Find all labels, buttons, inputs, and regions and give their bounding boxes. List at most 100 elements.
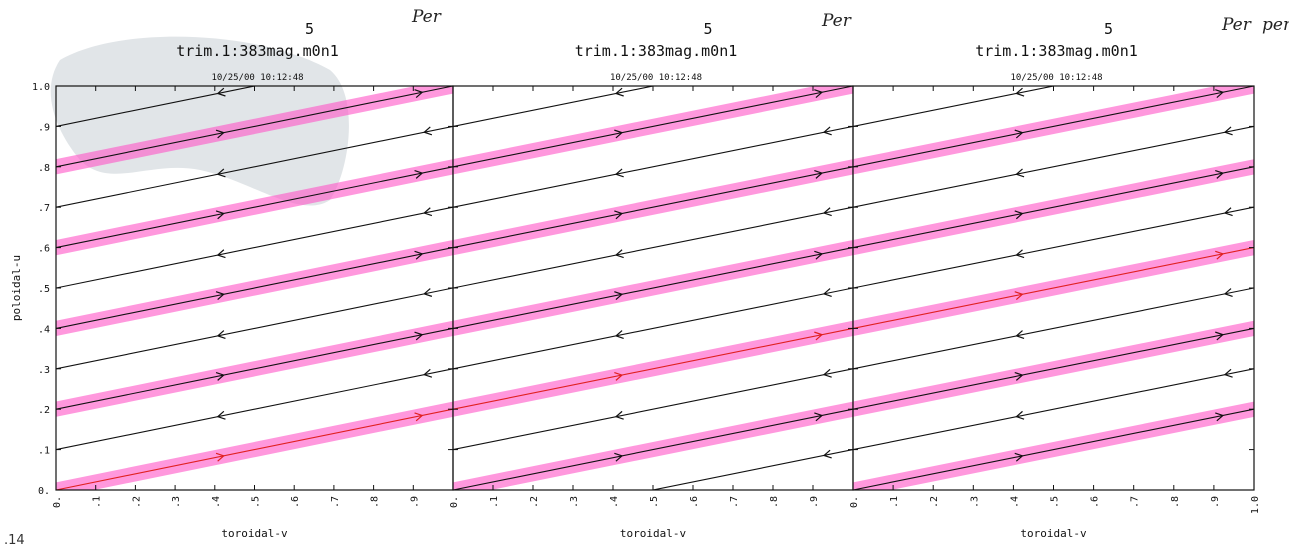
x-tick-label: .5 bbox=[1050, 496, 1061, 508]
direction-arrow-8-0 bbox=[1015, 168, 1025, 178]
plot-area bbox=[56, 86, 453, 490]
field-line-4 bbox=[56, 287, 453, 370]
field-line-4 bbox=[853, 287, 1254, 370]
x-tick-label: .7 bbox=[330, 496, 341, 508]
annotations: Per Per Per per.14 bbox=[4, 7, 1289, 548]
panel-number: 5 bbox=[305, 20, 314, 38]
direction-arrow-5-0 bbox=[614, 291, 624, 301]
panels: 5 trim.1:383mag.m0n1 10/25/00 10:12:48 0. .1… bbox=[10, 20, 1261, 540]
field-line-10 bbox=[853, 86, 1057, 127]
direction-arrow-5-1 bbox=[814, 250, 824, 260]
y-tick-label: .3 bbox=[38, 365, 50, 376]
direction-arrow-9-0 bbox=[215, 129, 225, 139]
direction-arrow-4-1 bbox=[822, 288, 832, 297]
direction-arrow-3-1 bbox=[414, 331, 424, 341]
handwritten-note-3: Per bbox=[1221, 15, 1252, 35]
x-tick-label: .7 bbox=[729, 496, 740, 508]
panel-title: trim.1:383mag.m0n1 bbox=[575, 42, 738, 60]
direction-arrow-0-1 bbox=[822, 449, 832, 459]
x-tick-label: .6 bbox=[689, 496, 700, 508]
x-tick-label: .2 bbox=[529, 496, 540, 508]
field-line-0 bbox=[650, 449, 853, 490]
direction-arrow-6-0 bbox=[216, 249, 226, 259]
x-tick-label: .8 bbox=[1170, 496, 1181, 508]
field-line-1 bbox=[56, 408, 453, 490]
x-tick-label: .5 bbox=[251, 496, 262, 508]
field-line-5 bbox=[853, 247, 1254, 329]
x-tick-label: .4 bbox=[609, 496, 620, 508]
direction-arrow-8-0 bbox=[216, 168, 226, 178]
direction-arrow-1-1 bbox=[1215, 412, 1225, 422]
field-line-10 bbox=[56, 86, 258, 127]
direction-arrow-3-1 bbox=[1215, 331, 1225, 341]
direction-arrow-6-1 bbox=[822, 207, 832, 217]
field-line-8 bbox=[453, 125, 853, 208]
direction-arrow-9-0 bbox=[1014, 129, 1024, 139]
field-line-1 bbox=[853, 408, 1254, 490]
x-tick-label: .2 bbox=[929, 496, 940, 508]
plot-area bbox=[453, 86, 853, 490]
direction-arrow-9-0 bbox=[614, 129, 624, 139]
direction-arrow-5-1 bbox=[414, 250, 424, 260]
field-line-5 bbox=[56, 247, 453, 329]
direction-arrow-9-1 bbox=[1215, 89, 1225, 99]
x-tick-label: .8 bbox=[370, 496, 381, 508]
y-tick-label: 0. bbox=[38, 486, 50, 497]
x-tick-label: .3 bbox=[171, 496, 182, 508]
field-line-10 bbox=[453, 86, 656, 127]
field-line-6 bbox=[56, 206, 453, 289]
panel-title: trim.1:383mag.m0n1 bbox=[176, 42, 339, 60]
y-tick-label: .7 bbox=[38, 203, 50, 214]
panel-3: 5 trim.1:383mag.m0n1 10/25/00 10:12:48 0. .1… bbox=[849, 20, 1261, 540]
panel-number: 5 bbox=[703, 20, 712, 38]
direction-arrow-5-0 bbox=[1014, 291, 1024, 301]
direction-arrow-7-0 bbox=[614, 210, 624, 220]
field-line-6 bbox=[453, 206, 853, 289]
x-tick-label: .8 bbox=[769, 496, 780, 508]
field-line-4 bbox=[453, 287, 853, 370]
x-tick-label: .6 bbox=[290, 496, 301, 508]
direction-arrow-4-1 bbox=[423, 288, 433, 297]
direction-arrow-7-0 bbox=[1014, 210, 1024, 220]
direction-arrow-2-1 bbox=[822, 368, 832, 378]
y-tick-label: .4 bbox=[38, 324, 50, 335]
x-tick-label: .1 bbox=[489, 496, 500, 508]
y-tick-label: .5 bbox=[38, 284, 50, 295]
x-axis-label: toroidal-v bbox=[221, 527, 288, 540]
direction-arrow-10-0 bbox=[614, 87, 624, 97]
direction-arrow-1-0 bbox=[215, 452, 225, 462]
direction-arrow-8-1 bbox=[423, 126, 433, 136]
field-line-3 bbox=[853, 327, 1254, 410]
field-line-2 bbox=[453, 368, 853, 451]
corner-note: .14 bbox=[4, 533, 25, 548]
direction-arrow-9-1 bbox=[814, 89, 824, 99]
field-line-7 bbox=[853, 166, 1254, 249]
direction-arrow-8-1 bbox=[1223, 126, 1233, 136]
direction-arrow-2-0 bbox=[216, 410, 226, 420]
direction-arrow-6-0 bbox=[1015, 249, 1025, 259]
field-line-9 bbox=[453, 86, 853, 168]
direction-arrow-1-1 bbox=[414, 412, 424, 422]
x-axis-label: toroidal-v bbox=[620, 527, 687, 540]
y-tick-label: .1 bbox=[38, 446, 50, 457]
x-tick-label: .2 bbox=[131, 496, 142, 508]
direction-arrow-10-0 bbox=[1015, 87, 1025, 97]
handwritten-note-2: Per bbox=[821, 11, 852, 31]
direction-arrow-7-1 bbox=[814, 169, 824, 179]
direction-arrow-8-1 bbox=[822, 126, 832, 136]
y-tick-label: .2 bbox=[38, 405, 50, 416]
handwritten-note-1: Per bbox=[411, 7, 442, 27]
x-tick-label: .1 bbox=[92, 496, 103, 508]
x-tick-label: .9 bbox=[409, 496, 420, 508]
direction-arrow-2-0 bbox=[1015, 410, 1025, 420]
field-line-7 bbox=[453, 166, 853, 249]
direction-arrow-4-0 bbox=[216, 330, 226, 339]
direction-arrow-4-0 bbox=[614, 330, 624, 339]
x-tick-label: .4 bbox=[1009, 496, 1020, 508]
field-line-9 bbox=[853, 86, 1254, 168]
x-tick-label: .9 bbox=[1210, 496, 1221, 508]
direction-arrow-10-0 bbox=[216, 87, 226, 97]
direction-arrow-4-1 bbox=[1223, 288, 1233, 297]
x-axis-label: toroidal-v bbox=[1020, 527, 1087, 540]
